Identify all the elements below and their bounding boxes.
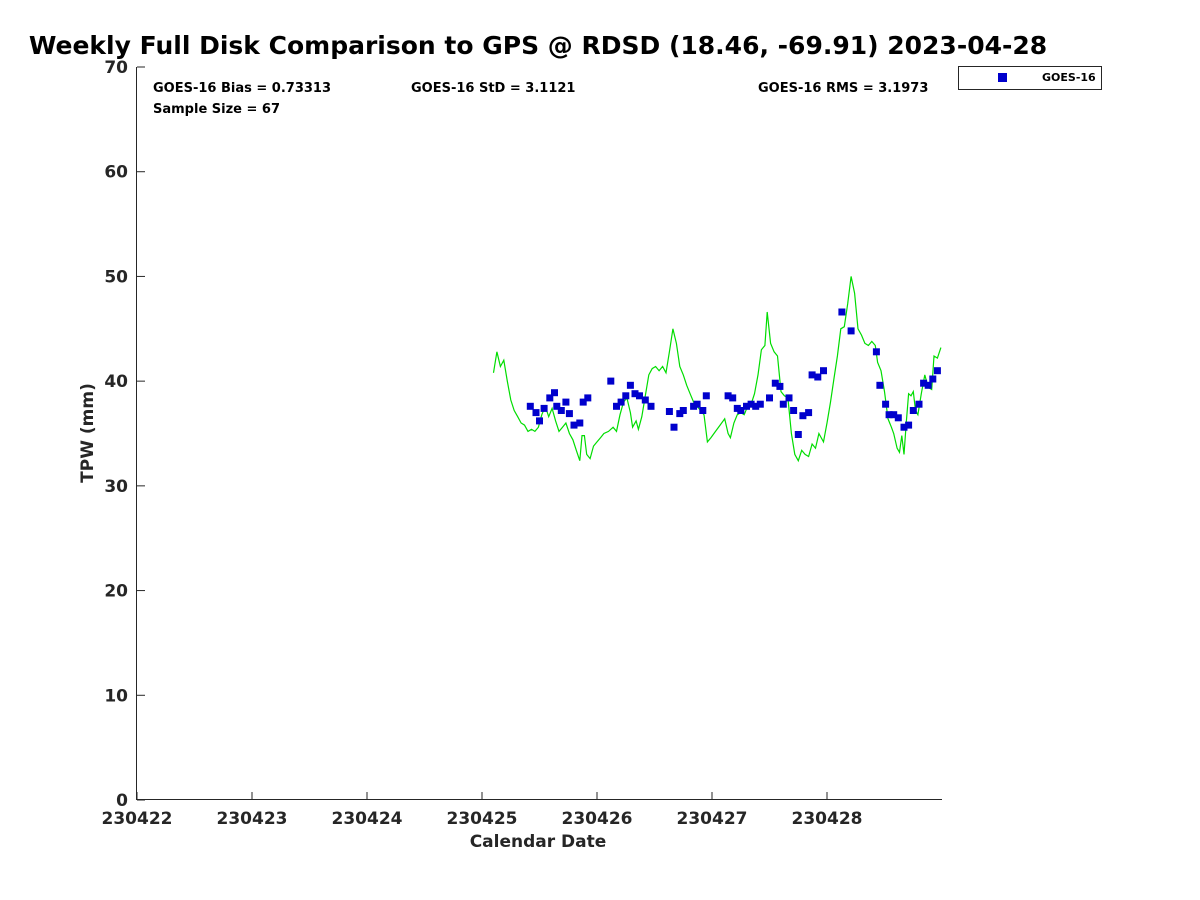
goes16-point: [933, 367, 941, 375]
goes16-point: [838, 308, 846, 316]
y-ticks: 0 10 20 30 40 50 60 70: [104, 58, 145, 811]
goes16-point: [670, 423, 678, 431]
goes16-point: [756, 400, 764, 408]
series-layer: [492, 276, 942, 463]
goes16-point: [743, 402, 750, 410]
goes16-point: [729, 394, 737, 402]
goes16-point: [929, 375, 937, 383]
x-tick-label: 230425: [447, 809, 518, 829]
legend: GOES-16: [958, 66, 1102, 90]
x-axis-label: Calendar Date: [470, 832, 607, 852]
goes16-point: [617, 398, 625, 406]
x-tick-label: 230427: [677, 809, 748, 829]
goes16-point: [622, 392, 630, 400]
goes16-point: [872, 348, 880, 356]
goes16-point: [570, 421, 578, 429]
x-tick-label: 230428: [792, 809, 863, 829]
goes16-point: [820, 367, 827, 375]
goes16-point: [562, 398, 570, 406]
legend-box: [958, 66, 1102, 90]
goes16-point: [532, 409, 540, 417]
goes16-point: [771, 379, 779, 387]
goes16-point: [909, 407, 917, 414]
goes16-point: [613, 402, 620, 410]
goes16-point: [882, 400, 890, 408]
goes16-point: [814, 373, 822, 381]
x-tick-label: 230424: [332, 809, 403, 829]
legend-marker-goes16: [998, 73, 1007, 82]
chart-title: Weekly Full Disk Comparison to GPS @ RDS…: [29, 31, 1047, 60]
goes16-point: [894, 414, 902, 422]
goes16-point: [915, 400, 923, 408]
goes16-point: [579, 398, 587, 406]
stat-rms: GOES-16 RMS = 3.1973: [758, 81, 928, 96]
goes16-point: [702, 392, 710, 400]
goes16-point: [808, 371, 816, 379]
goes16-point: [794, 431, 802, 438]
goes16-point: [900, 423, 908, 431]
goes16-point: [536, 417, 543, 425]
goes16-point: [779, 400, 787, 408]
goes16-point: [526, 402, 534, 410]
goes16-point: [799, 412, 807, 420]
goes16-point: [785, 394, 793, 402]
goes16-point: [553, 402, 561, 410]
goes16-point: [876, 381, 884, 389]
stat-std: GOES-16 StD = 3.1121: [411, 81, 575, 96]
goes16-point: [693, 400, 701, 408]
goes16-point: [699, 407, 707, 414]
goes16-point: [885, 411, 893, 419]
goes16-point: [924, 381, 932, 389]
goes16-point: [647, 402, 655, 410]
goes16-point: [752, 402, 760, 410]
goes16-point: [641, 396, 649, 404]
goes16-point: [626, 381, 634, 389]
y-tick-label: 20: [104, 582, 128, 602]
goes16-point: [551, 389, 558, 397]
goes16-point: [737, 407, 745, 414]
goes16-point: [890, 411, 898, 419]
goes16-point: [565, 410, 573, 418]
goes16-point: [636, 392, 643, 400]
goes16-point: [679, 407, 687, 414]
goes16-point: [724, 392, 732, 400]
x-tick-label: 230422: [102, 809, 173, 829]
y-tick-label: 0: [116, 791, 128, 811]
goes16-point: [540, 404, 548, 412]
legend-label-goes16: GOES-16: [1042, 71, 1096, 84]
stat-sample-size: Sample Size = 67: [153, 102, 280, 117]
y-tick-label: 50: [104, 267, 128, 287]
y-tick-label: 70: [104, 58, 128, 78]
stat-bias: GOES-16 Bias = 0.73313: [153, 81, 331, 96]
goes16-point: [790, 407, 798, 414]
goes16-point: [847, 327, 855, 335]
goes16-point: [747, 400, 755, 408]
y-tick-label: 40: [104, 372, 128, 392]
x-ticks: 230422 230423 230424 230425 230426 230427 2304…: [102, 792, 863, 829]
goes16-point: [546, 394, 554, 402]
goes16-point: [920, 379, 928, 387]
y-axis-label: TPW (mm): [78, 383, 98, 483]
goes16-point: [665, 408, 673, 415]
goes16-point: [776, 382, 784, 390]
goes16-point: [576, 419, 584, 427]
y-tick-label: 60: [104, 163, 128, 183]
goes16-point: [766, 394, 773, 402]
goes16-point: [584, 394, 592, 402]
goes16-point: [557, 407, 565, 414]
x-tick-label: 230426: [562, 809, 633, 829]
goes16-point: [631, 390, 639, 398]
goes16-point: [905, 421, 913, 429]
goes16-point: [607, 377, 615, 385]
goes16-point: [805, 409, 813, 417]
y-tick-label: 10: [104, 686, 128, 706]
y-tick-label: 30: [104, 477, 128, 497]
x-tick-label: 230423: [217, 809, 288, 829]
gps-series-line: [492, 276, 942, 463]
